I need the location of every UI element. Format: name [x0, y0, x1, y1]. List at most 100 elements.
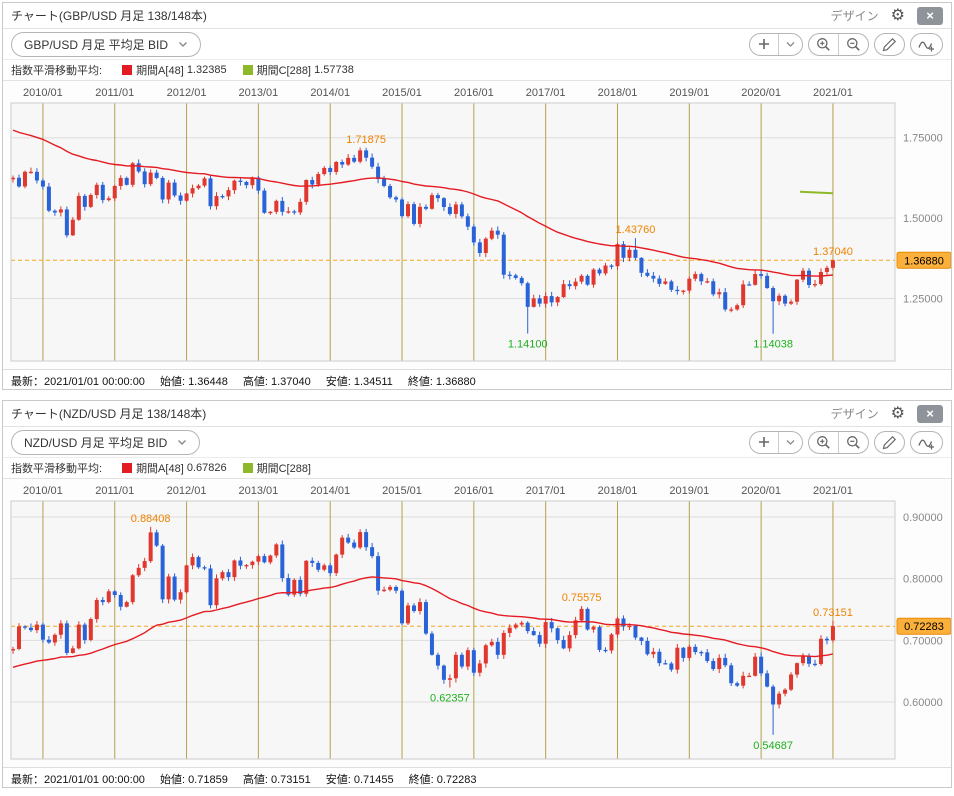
status-close-value: 1.36880 — [435, 376, 476, 388]
close-button[interactable]: × — [917, 404, 943, 423]
indicator-icon — [918, 41, 934, 51]
draw-button[interactable] — [875, 34, 904, 55]
zoom-out-button[interactable] — [838, 431, 868, 453]
draw-button[interactable] — [875, 432, 904, 453]
candlestick-chart-nzdusd[interactable]: 0.90000 0.80000 0.70000 0.60000 2010/01 2011/… — [3, 479, 951, 767]
svg-text:1.25000: 1.25000 — [903, 293, 943, 305]
status-low-value: 1.34511 — [353, 376, 393, 388]
ema-c-name: 期間C[288] — [256, 65, 311, 77]
ema-a-name: 期間A[48] — [136, 463, 184, 475]
zoom-in-icon — [817, 37, 830, 51]
indicator-button[interactable] — [911, 432, 942, 453]
ema-a-value: 0.67826 — [186, 462, 227, 474]
status-open-label: 始値: — [160, 376, 186, 388]
draw-button-group — [874, 32, 905, 56]
design-button[interactable]: デザイン — [830, 407, 879, 421]
svg-text:1.75000: 1.75000 — [903, 133, 943, 145]
svg-text:2011/01: 2011/01 — [95, 485, 134, 497]
indicator-button-group — [910, 430, 943, 454]
price-annotations: 1.71875 1.43760 1.37040 1.14100 1.14038 — [346, 134, 853, 351]
ema-a-name: 期間A[48] — [136, 65, 184, 77]
svg-text:2013/01: 2013/01 — [239, 485, 279, 497]
ema-a-swatch — [122, 463, 133, 473]
svg-text:0.62357: 0.62357 — [430, 692, 470, 704]
svg-text:0.54687: 0.54687 — [753, 740, 793, 752]
svg-text:2020/01: 2020/01 — [741, 87, 781, 99]
svg-text:2018/01: 2018/01 — [598, 87, 638, 99]
ohlc-statusbar: 最新：2021/01/01 00:00:00 始値: 0.71859 高値: 0.7… — [3, 767, 951, 787]
current-price-badge: 0.72283 — [896, 617, 951, 635]
ema-c-swatch — [242, 463, 253, 473]
zoom-out-button[interactable] — [838, 33, 868, 55]
add-options-button[interactable] — [778, 33, 802, 55]
price-annotations: 0.88408 0.75575 0.73151 0.62357 0.54687 — [131, 513, 853, 752]
chart-panel-nzdusd: チャート(NZD/USD 月足 138/148本) デザイン ⚙ × NZD/U… — [2, 400, 952, 788]
svg-text:2010/01: 2010/01 — [23, 87, 63, 99]
ema-a-value: 1.32385 — [186, 64, 227, 76]
symbol-timeframe-dropdown[interactable]: NZD/USD 月足 平均足 BID — [11, 429, 201, 455]
zoom-button-group — [808, 32, 869, 56]
status-high-label: 高値: — [242, 774, 268, 786]
svg-text:2012/01: 2012/01 — [167, 87, 207, 99]
ema-c-line — [799, 190, 833, 195]
status-latest: 最新：2021/01/01 00:00:00 — [11, 376, 145, 388]
svg-text:2011/01: 2011/01 — [95, 87, 134, 99]
chevron-down-icon — [178, 439, 187, 445]
add-button[interactable] — [750, 432, 778, 453]
chevron-down-icon — [786, 41, 795, 47]
x-axis-labels: 2010/01 2011/01 2012/01 2013/01 2014/01 2015/… — [23, 485, 853, 497]
status-low-label: 安値: — [325, 376, 351, 388]
zoom-in-button[interactable] — [809, 432, 838, 453]
draw-button-group — [874, 430, 905, 454]
svg-text:1.43760: 1.43760 — [616, 224, 656, 236]
svg-text:1.50000: 1.50000 — [903, 213, 943, 225]
add-options-button[interactable] — [778, 431, 802, 453]
chart-panel-gbpusd: チャート(GBP/USD 月足 138/148本) デザイン ⚙ × GBP/U… — [2, 2, 952, 390]
svg-text:2018/01: 2018/01 — [598, 485, 638, 497]
horizontal-gridlines — [11, 516, 895, 703]
svg-text:2015/01: 2015/01 — [382, 485, 422, 497]
ema-a-line — [12, 129, 833, 277]
ema-c-name: 期間C[288] — [256, 463, 311, 475]
indicator-button[interactable] — [911, 34, 942, 55]
titlebar: チャート(NZD/USD 月足 138/148本) デザイン ⚙ × — [3, 401, 951, 427]
svg-text:0.80000: 0.80000 — [903, 574, 943, 586]
svg-text:2019/01: 2019/01 — [669, 485, 709, 497]
symbol-timeframe-dropdown[interactable]: GBP/USD 月足 平均足 BID — [11, 31, 202, 57]
status-open-label: 始値: — [160, 774, 186, 786]
legend-item-ema-a: 期間A[48] 1.32385 — [122, 62, 227, 78]
status-latest: 最新：2021/01/01 00:00:00 — [11, 774, 145, 786]
svg-text:0.70000: 0.70000 — [903, 635, 943, 647]
svg-text:2017/01: 2017/01 — [526, 87, 566, 99]
design-button[interactable]: デザイン — [830, 9, 879, 23]
svg-text:2016/01: 2016/01 — [454, 87, 494, 99]
candlestick-chart-gbpusd[interactable]: 1.75000 1.50000 1.25000 2010/01 2011/01 2012/… — [3, 81, 951, 369]
candles — [11, 526, 835, 735]
settings-gear-icon[interactable]: ⚙ — [890, 6, 905, 24]
svg-text:1.71875: 1.71875 — [346, 134, 386, 146]
ema-a-swatch — [122, 65, 133, 75]
svg-text:2020/01: 2020/01 — [741, 485, 781, 497]
add-button[interactable] — [750, 34, 778, 55]
status-low-label: 安値: — [325, 774, 351, 786]
svg-text:2019/01: 2019/01 — [669, 87, 709, 99]
panel-title: チャート(NZD/USD 月足 138/148本) — [11, 407, 207, 421]
zoom-out-icon — [847, 435, 860, 449]
svg-text:2021/01: 2021/01 — [813, 87, 853, 99]
zoom-in-icon — [817, 435, 830, 449]
settings-gear-icon[interactable]: ⚙ — [890, 404, 905, 422]
svg-text:0.72283: 0.72283 — [904, 621, 944, 633]
chevron-down-icon — [179, 41, 188, 47]
y-axis-labels: 1.75000 1.50000 1.25000 — [903, 133, 943, 306]
symbol-timeframe-label: NZD/USD 月足 平均足 BID — [24, 435, 168, 450]
svg-text:0.73151: 0.73151 — [813, 607, 853, 619]
add-icon — [759, 437, 769, 447]
status-open-value: 0.71859 — [188, 774, 228, 786]
candles — [11, 147, 835, 334]
close-icon: × — [926, 406, 934, 421]
symbol-timeframe-label: GBP/USD 月足 平均足 BID — [24, 37, 169, 52]
zoom-in-button[interactable] — [809, 34, 838, 55]
indicator-legend: 指数平滑移動平均: 期間A[48] 0.67826 期間C[288] — [3, 458, 951, 479]
current-price-badge: 1.36880 — [896, 251, 951, 269]
close-button[interactable]: × — [917, 6, 943, 25]
